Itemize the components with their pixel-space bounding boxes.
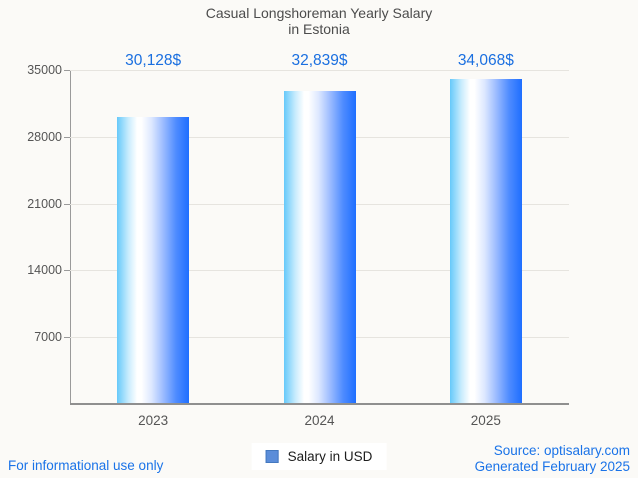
legend[interactable]: Salary in USD xyxy=(251,443,387,470)
chart-title-line1: Casual Longshoreman Yearly Salary xyxy=(205,5,433,21)
y-axis-label-14000: 14000 xyxy=(27,263,62,278)
y-tick-21000 xyxy=(64,203,70,205)
y-tick-35000 xyxy=(64,70,70,71)
legend-label: Salary in USD xyxy=(287,449,373,464)
disclaimer-text: For informational use only xyxy=(8,458,164,473)
y-axis-label-28000: 28000 xyxy=(27,129,62,144)
gridline-35000 xyxy=(70,70,569,71)
source-link[interactable]: Source: optisalary.com xyxy=(493,443,630,458)
y-axis-label-21000: 21000 xyxy=(27,196,62,211)
footer-source-block: Source: optisalary.com Generated Februar… xyxy=(475,443,630,475)
bar-2024[interactable] xyxy=(283,90,356,404)
x-axis-label-2024: 2024 xyxy=(304,413,335,428)
y-axis-label-7000: 7000 xyxy=(34,330,62,345)
bar-2023[interactable] xyxy=(117,116,190,404)
x-axis-label-2023: 2023 xyxy=(138,413,169,428)
y-axis-line xyxy=(70,70,71,404)
generated-text: Generated February 2025 xyxy=(474,459,630,474)
chart-title-line2: in Estonia xyxy=(288,21,350,37)
value-label-2023: 30,128$ xyxy=(125,52,182,69)
y-tick-7000 xyxy=(64,337,70,339)
chart-title: Casual Longshoreman Yearly Salary in Est… xyxy=(0,5,638,37)
x-axis-line xyxy=(70,403,569,405)
plot-area: 7000 14000 21000 28000 35000 30,128$ 2023 32,83… xyxy=(27,52,569,428)
y-tick-14000 xyxy=(64,270,70,272)
value-label-2025: 34,068$ xyxy=(457,52,514,69)
legend-swatch-icon xyxy=(265,450,279,463)
y-tick-28000 xyxy=(64,136,70,138)
value-label-2024: 32,839$ xyxy=(291,52,348,69)
x-axis-label-2025: 2025 xyxy=(470,413,501,428)
bar-2025[interactable] xyxy=(449,78,522,404)
y-axis-label-35000: 35000 xyxy=(27,63,62,77)
